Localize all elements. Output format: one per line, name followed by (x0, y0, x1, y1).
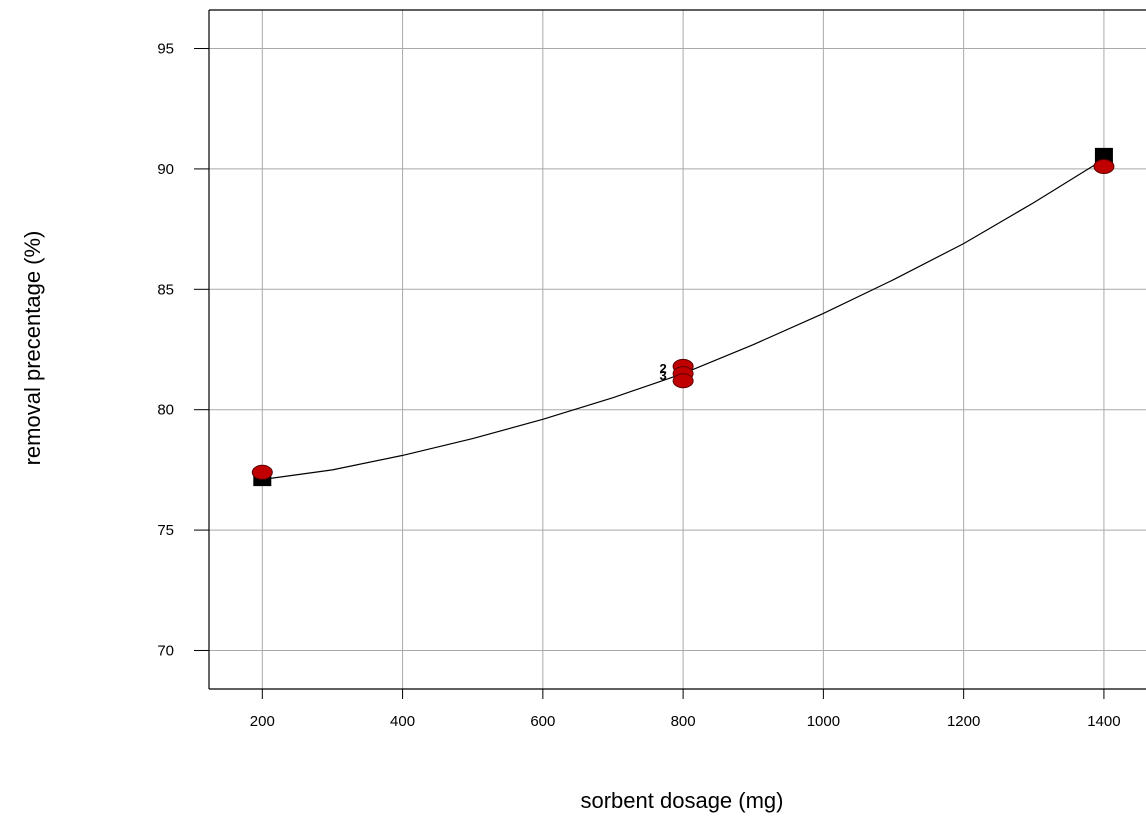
grid (209, 10, 1146, 689)
x-tick-label: 1200 (947, 713, 980, 730)
y-axis-title: removal precentage (%) (20, 231, 45, 466)
x-tick-label: 1400 (1087, 713, 1120, 730)
data-series (251, 147, 1115, 487)
y-tick-label: 75 (157, 522, 174, 539)
actual-circle-marker (251, 464, 273, 480)
actual-circle-marker (1093, 159, 1115, 175)
x-tick-label: 600 (530, 713, 555, 730)
y-tick-label: 85 (157, 281, 174, 298)
actual-circle-marker (672, 373, 694, 389)
x-axis-title: sorbent dosage (mg) (581, 788, 784, 813)
x-tick-label: 800 (671, 713, 696, 730)
x-tick-label: 200 (250, 713, 275, 730)
tick-labels: 200 400 600 800 1000 1200 1400 70 75 80 85 90 95 (157, 41, 1120, 730)
y-tick-label: 80 (157, 402, 174, 419)
y-tick-label: 90 (157, 161, 174, 178)
replicate-count-label: 2 (659, 361, 666, 376)
x-tick-label: 400 (390, 713, 415, 730)
replicate-count-label: 3 (659, 368, 666, 383)
axes (194, 9, 1146, 699)
y-tick-label: 70 (157, 642, 174, 659)
y-tick-label: 95 (157, 41, 174, 58)
annotations: 23 (659, 361, 666, 383)
x-tick-label: 1000 (807, 713, 840, 730)
